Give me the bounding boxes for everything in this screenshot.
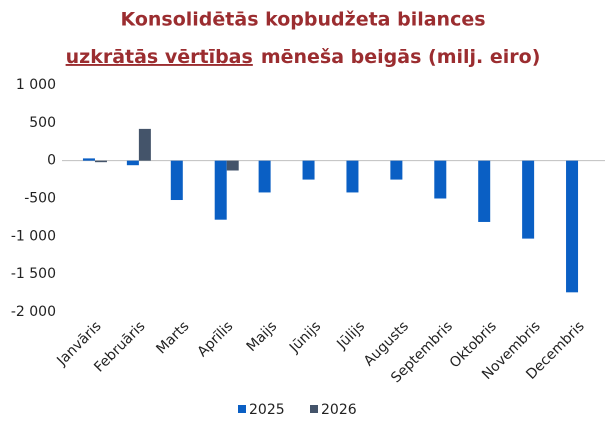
legend-swatch: [238, 405, 246, 413]
x-tick-label: Marts: [153, 318, 192, 357]
bar: [390, 160, 403, 180]
bar: [346, 160, 359, 193]
chart-title: uzkrātās vērtības mēneša beigās (milj. ei…: [66, 46, 541, 68]
bar: [258, 160, 271, 193]
y-tick-label: -2 000: [11, 304, 56, 320]
bar: [94, 160, 107, 163]
bar: [434, 160, 447, 199]
chart-title-rest: mēneša beigās (milj. eiro): [261, 46, 541, 68]
bar: [138, 128, 151, 161]
bar: [566, 160, 579, 293]
y-tick-label: 500: [29, 115, 56, 131]
bar: [214, 160, 227, 220]
x-tick-label: Jūnijs: [286, 318, 324, 356]
legend-label: 2026: [321, 402, 357, 417]
bar: [82, 158, 95, 161]
y-tick-label: -500: [24, 191, 56, 207]
y-tick-label: 0: [47, 153, 56, 169]
y-tick-label: -1 500: [11, 266, 56, 282]
bar: [126, 160, 139, 166]
bar: [522, 160, 535, 239]
x-tick-label: Maijs: [244, 318, 281, 355]
chart-title-underlined: uzkrātās vērtības: [66, 46, 253, 68]
bar: [302, 160, 315, 180]
bar: [170, 160, 183, 201]
legend-label: 2025: [249, 402, 285, 417]
x-tick-label: Jūlijs: [333, 318, 368, 353]
bar: [226, 160, 239, 171]
y-tick-label: 1 000: [16, 77, 56, 93]
y-tick-label: -1 000: [11, 228, 56, 244]
legend-swatch: [310, 405, 318, 413]
bar: [478, 160, 491, 222]
x-tick-label: Aprīlis: [195, 318, 237, 360]
chart-title: Konsolidētās kopbudžeta bilances: [120, 9, 485, 31]
